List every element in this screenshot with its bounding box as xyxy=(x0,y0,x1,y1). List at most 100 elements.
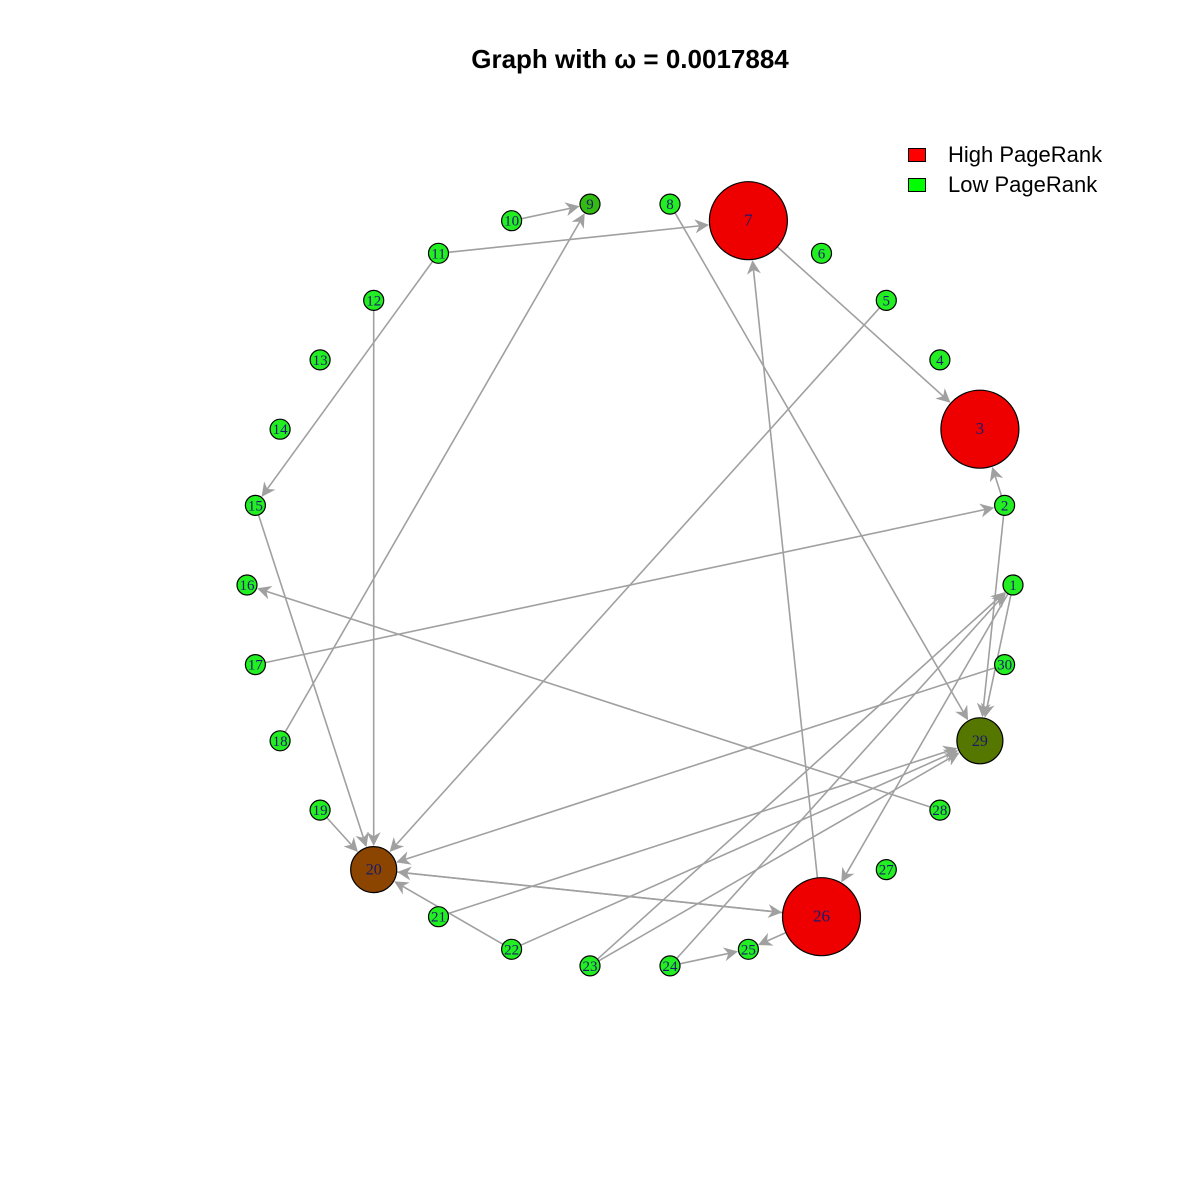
edge-26-7 xyxy=(746,260,819,878)
node-label-20: 20 xyxy=(366,862,382,879)
node-circle-13 xyxy=(309,349,331,371)
node-label-19: 19 xyxy=(313,803,328,819)
node-circle-9 xyxy=(579,193,601,215)
edge-23-1 xyxy=(596,592,1006,960)
edge-19-20 xyxy=(326,817,358,853)
legend-label-high: High PageRank xyxy=(948,142,1103,167)
node-circle-24 xyxy=(659,955,681,977)
node-circle-15 xyxy=(244,494,266,516)
node-25: 25 xyxy=(737,938,760,960)
edge-11-15 xyxy=(261,260,434,497)
node-label-4: 4 xyxy=(936,353,944,369)
node-3: 3 xyxy=(940,389,1020,469)
node-circle-5 xyxy=(875,289,897,311)
edge-21-29 xyxy=(447,745,958,915)
edge-22-29 xyxy=(520,749,959,946)
node-circle-4 xyxy=(929,349,951,371)
edge-7-3 xyxy=(776,246,951,403)
node-circle-20 xyxy=(350,845,398,894)
edge-18-9 xyxy=(284,213,585,733)
edge-8-29 xyxy=(674,212,969,721)
edge-10-9 xyxy=(521,202,580,220)
edge-15-20 xyxy=(257,514,369,848)
node-28: 28 xyxy=(929,799,951,821)
node-24: 24 xyxy=(659,955,681,977)
node-label-18: 18 xyxy=(273,734,288,750)
node-label-24: 24 xyxy=(663,959,679,975)
node-label-1: 1 xyxy=(1009,578,1017,594)
node-label-13: 13 xyxy=(313,353,328,369)
legend-swatch-high xyxy=(908,148,926,162)
node-label-11: 11 xyxy=(431,246,445,262)
node-22: 22 xyxy=(501,938,523,960)
node-label-12: 12 xyxy=(366,293,381,309)
node-1: 1 xyxy=(1002,574,1024,596)
node-30: 30 xyxy=(993,653,1016,676)
node-5: 5 xyxy=(875,289,897,311)
node-circle-17 xyxy=(244,653,266,676)
legend-item-high: High PageRank xyxy=(908,140,1102,170)
node-label-25: 25 xyxy=(741,942,756,958)
node-11: 11 xyxy=(427,242,450,264)
node-circle-21 xyxy=(427,906,450,928)
node-label-9: 9 xyxy=(586,197,594,213)
edge-24-1 xyxy=(676,592,1006,960)
node-circle-27 xyxy=(875,858,897,881)
node-circle-29 xyxy=(956,717,1004,765)
node-13: 13 xyxy=(309,349,331,371)
edge-2-3 xyxy=(989,466,1004,497)
graph-title: Graph with ω = 0.0017884 xyxy=(471,44,789,74)
node-10: 10 xyxy=(501,210,523,232)
node-circle-11 xyxy=(427,242,450,264)
edge-30-20 xyxy=(396,666,996,865)
node-circle-8 xyxy=(659,193,681,215)
node-label-8: 8 xyxy=(666,197,674,213)
node-circle-19 xyxy=(309,799,331,821)
node-circle-14 xyxy=(269,418,291,440)
node-circle-18 xyxy=(269,730,291,752)
node-label-2: 2 xyxy=(1001,498,1009,514)
edge-28-16 xyxy=(257,585,931,808)
edge-1-26 xyxy=(841,593,1009,883)
edge-23-29 xyxy=(598,752,960,962)
edge-5-20 xyxy=(389,307,881,853)
node-27: 27 xyxy=(875,858,897,881)
node-label-16: 16 xyxy=(240,578,256,594)
node-29: 29 xyxy=(956,717,1004,765)
node-label-27: 27 xyxy=(879,863,895,879)
edge-2-29 xyxy=(976,515,1005,718)
node-8: 8 xyxy=(659,193,681,215)
node-label-6: 6 xyxy=(818,246,826,262)
node-circle-25 xyxy=(737,938,760,960)
node-4: 4 xyxy=(929,349,951,371)
node-6: 6 xyxy=(810,242,833,264)
node-circle-28 xyxy=(929,799,951,821)
node-label-10: 10 xyxy=(504,214,519,230)
node-label-30: 30 xyxy=(997,658,1012,674)
node-circle-30 xyxy=(993,653,1016,676)
node-circle-22 xyxy=(501,938,523,960)
edge-17-2 xyxy=(265,503,995,664)
node-20: 20 xyxy=(350,845,398,894)
node-label-5: 5 xyxy=(883,293,891,309)
node-circle-3 xyxy=(940,389,1020,469)
edge-24-25 xyxy=(679,947,738,965)
node-9: 9 xyxy=(579,193,601,215)
node-label-23: 23 xyxy=(583,959,598,975)
edges-layer xyxy=(257,202,1012,965)
edge-1-29 xyxy=(980,594,1012,718)
node-2: 2 xyxy=(993,494,1016,516)
node-circle-16 xyxy=(236,574,258,596)
node-label-22: 22 xyxy=(504,942,519,958)
node-label-26: 26 xyxy=(813,907,830,926)
node-26: 26 xyxy=(781,877,862,957)
node-label-7: 7 xyxy=(744,211,753,230)
edge-26-25 xyxy=(758,931,787,946)
node-15: 15 xyxy=(244,494,266,516)
legend-item-low: Low PageRank xyxy=(908,170,1102,200)
node-circle-1 xyxy=(1002,574,1024,596)
node-14: 14 xyxy=(269,418,291,440)
